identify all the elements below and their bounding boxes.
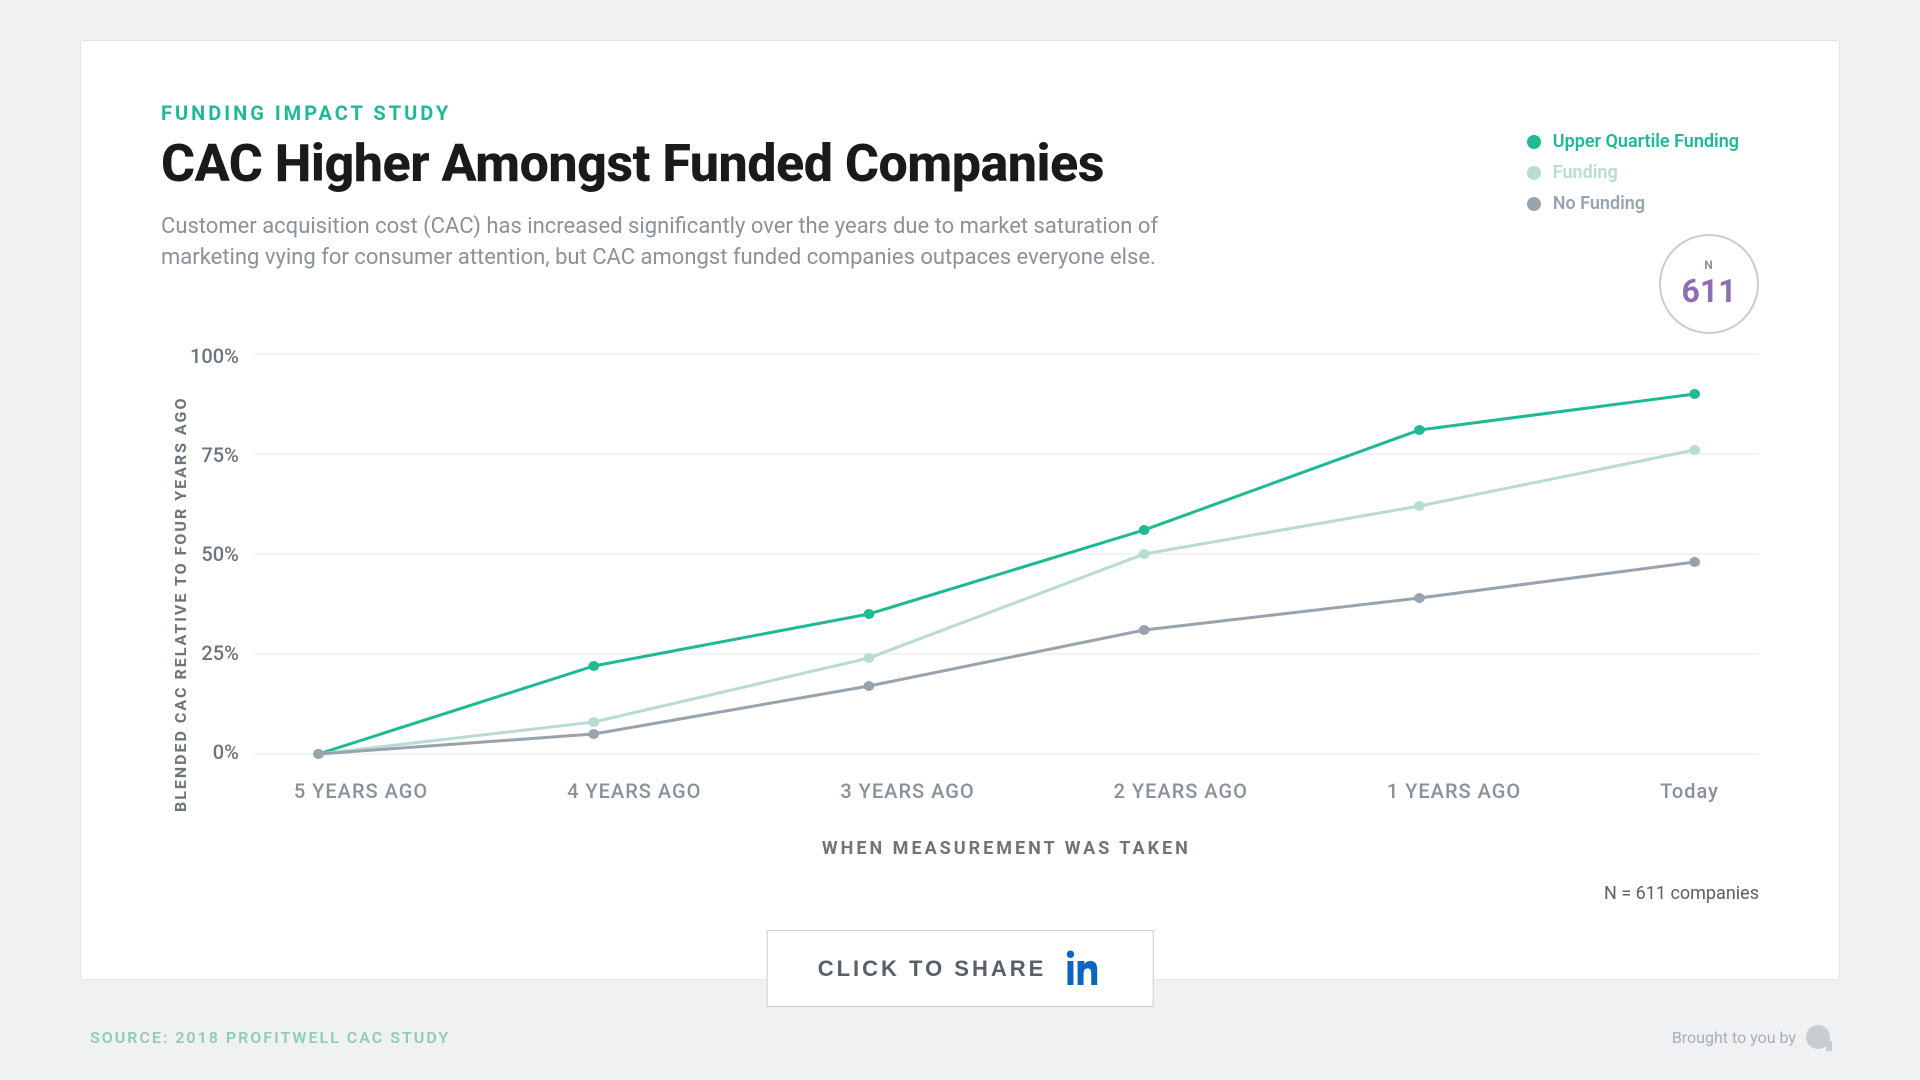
header-row: FUNDING IMPACT STUDY CAC Higher Amongst … xyxy=(161,101,1759,334)
x-axis-ticks: 5 YEARS AGO 4 YEARS AGO 3 YEARS AGO 2 YE… xyxy=(254,764,1759,803)
source-text: SOURCE: 2018 PROFITWELL CAC STUDY xyxy=(90,1028,450,1047)
legend-item: Upper Quartile Funding xyxy=(1527,131,1739,152)
n-note: N = 611 companies xyxy=(1604,883,1759,904)
y-axis-ticks: 100% 75% 50% 25% 0% xyxy=(190,344,254,764)
page-title: CAC Higher Amongst Funded Companies xyxy=(161,133,1211,194)
line-chart-svg xyxy=(254,344,1759,764)
brought-by: Brought to you by xyxy=(1672,1025,1830,1049)
y-axis-label: BLENDED CAC RELATIVE TO FOUR YEARS AGO xyxy=(161,344,190,864)
x-tick: 5 YEARS AGO xyxy=(294,779,428,803)
chart-card: FUNDING IMPACT STUDY CAC Higher Amongst … xyxy=(80,40,1840,980)
legend-dot-icon xyxy=(1527,197,1541,211)
n-badge: N 611 xyxy=(1659,234,1759,334)
legend-dot-icon xyxy=(1527,135,1541,149)
y-tick: 50% xyxy=(190,542,239,566)
legend-and-badge: Upper Quartile Funding Funding No Fundin… xyxy=(1527,101,1759,334)
y-tick: 25% xyxy=(190,641,239,665)
eyebrow: FUNDING IMPACT STUDY xyxy=(161,101,1211,125)
x-tick: 1 YEARS AGO xyxy=(1387,779,1521,803)
legend-item: No Funding xyxy=(1527,193,1739,214)
header-text-block: FUNDING IMPACT STUDY CAC Higher Amongst … xyxy=(161,101,1211,274)
legend-label: Funding xyxy=(1553,162,1618,183)
plot-region: 5 YEARS AGO 4 YEARS AGO 3 YEARS AGO 2 YE… xyxy=(254,344,1759,864)
n-badge-label: N xyxy=(1704,258,1713,272)
legend-dot-icon xyxy=(1527,166,1541,180)
legend-label: Upper Quartile Funding xyxy=(1553,131,1739,152)
x-axis-label: WHEN MEASUREMENT WAS TAKEN xyxy=(254,838,1759,859)
subtitle: Customer acquisition cost (CAC) has incr… xyxy=(161,212,1211,274)
x-tick: Today xyxy=(1660,779,1719,803)
share-button-label: CLICK TO SHARE xyxy=(818,956,1047,982)
x-tick: 4 YEARS AGO xyxy=(567,779,701,803)
x-tick: 3 YEARS AGO xyxy=(840,779,974,803)
linkedin-icon xyxy=(1066,949,1102,988)
profitwell-logo-icon xyxy=(1806,1025,1830,1049)
chart-area: BLENDED CAC RELATIVE TO FOUR YEARS AGO 1… xyxy=(161,344,1759,864)
x-tick: 2 YEARS AGO xyxy=(1114,779,1248,803)
legend-item: Funding xyxy=(1527,162,1739,183)
y-tick: 75% xyxy=(190,443,239,467)
brought-by-label: Brought to you by xyxy=(1672,1028,1796,1047)
y-tick: 0% xyxy=(190,740,239,764)
share-button[interactable]: CLICK TO SHARE xyxy=(767,930,1154,1007)
legend: Upper Quartile Funding Funding No Fundin… xyxy=(1527,131,1739,214)
footer: SOURCE: 2018 PROFITWELL CAC STUDY Brough… xyxy=(80,1025,1840,1049)
y-tick: 100% xyxy=(190,344,239,368)
n-badge-value: 611 xyxy=(1681,272,1736,310)
legend-label: No Funding xyxy=(1553,193,1645,214)
